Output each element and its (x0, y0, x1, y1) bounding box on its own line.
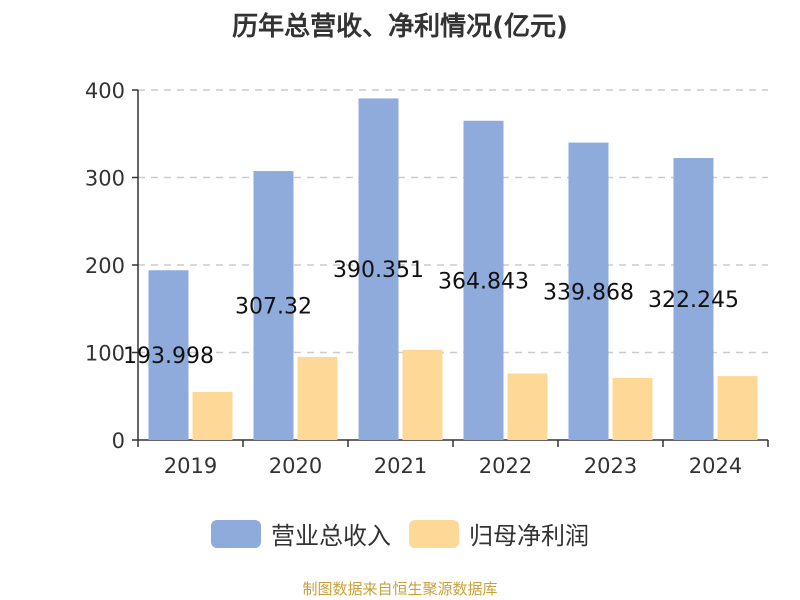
revenue-data-label: 193.998 (123, 344, 214, 369)
y-tick-label: 300 (85, 167, 125, 191)
revenue-data-label: 390.351 (333, 258, 424, 283)
y-tick-label: 0 (112, 429, 125, 453)
legend-swatch-revenue (211, 519, 261, 548)
revenue-bar (463, 120, 504, 440)
revenue-data-label: 364.843 (438, 269, 529, 294)
revenue-data-label: 322.245 (648, 288, 739, 313)
revenue-data-label: 307.32 (235, 295, 312, 320)
x-tick-label: 2019 (164, 454, 217, 478)
source-note: 制图数据来自恒生聚源数据库 (302, 580, 498, 598)
profit-bar (192, 391, 233, 440)
y-tick-label: 400 (85, 79, 125, 103)
chart-title: 历年总营收、净利情况(亿元) (232, 12, 568, 42)
x-tick-label: 2022 (479, 454, 532, 478)
profit-bar (612, 377, 653, 440)
x-tick-label: 2023 (584, 454, 637, 478)
revenue-bar (673, 158, 714, 440)
x-tick-label: 2020 (269, 454, 322, 478)
profit-bar (297, 356, 338, 440)
revenue-bar (148, 270, 189, 440)
legend-item-profit[interactable]: 归母净利润 (409, 516, 589, 551)
revenue-data-label: 339.868 (543, 280, 634, 305)
y-tick-label: 100 (85, 342, 125, 366)
legend-swatch-profit (409, 519, 459, 548)
x-tick-label: 2021 (374, 454, 427, 478)
x-tick-label: 2024 (689, 454, 742, 478)
profit-bar (507, 373, 548, 440)
profit-bar (717, 376, 758, 440)
legend-label-revenue: 营业总收入 (271, 522, 391, 550)
legend-label-profit: 归母净利润 (469, 522, 589, 550)
revenue-bar (568, 142, 609, 441)
revenue-bar (253, 171, 294, 440)
profit-bar (402, 349, 443, 440)
revenue-bar (358, 98, 399, 441)
legend-item-revenue[interactable]: 营业总收入 (211, 516, 391, 551)
y-tick-label: 200 (85, 254, 125, 278)
legend: 营业总收入 归母净利润 (0, 516, 800, 551)
